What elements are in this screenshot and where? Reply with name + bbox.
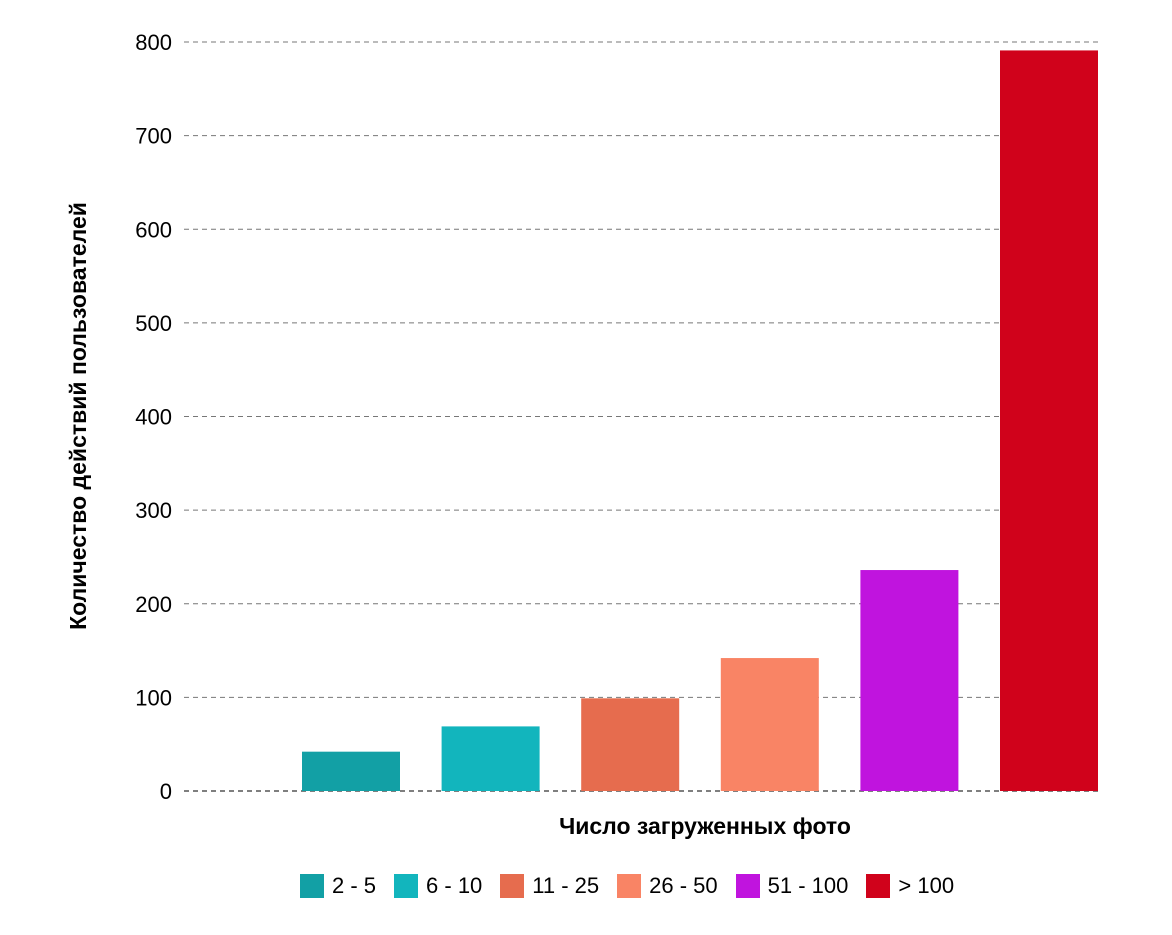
bar-2 <box>441 726 540 791</box>
y-tick-label: 200 <box>135 592 172 617</box>
legend: 2 - 5 6 - 10 11 - 25 26 - 50 51 - 100 > 100 <box>300 873 972 899</box>
legend-label: 6 - 10 <box>426 873 483 898</box>
legend-item: 26 - 50 <box>617 873 718 899</box>
y-tick-label: 800 <box>135 30 172 55</box>
legend-swatch <box>617 874 642 898</box>
grid-lines <box>184 41 1098 792</box>
bars <box>302 50 1098 791</box>
legend-item: 11 - 25 <box>500 873 599 899</box>
bar-1 <box>302 751 400 791</box>
bar-4 <box>720 658 819 791</box>
y-tick-label: 300 <box>135 498 172 523</box>
y-axis-title: Количество действий пользователей <box>65 202 91 630</box>
y-tick-label: 600 <box>135 217 172 242</box>
legend-label: 51 - 100 <box>767 873 849 898</box>
y-tick-label: 400 <box>135 405 172 430</box>
legend-item: 6 - 10 <box>394 873 482 899</box>
y-tick-label: 0 <box>160 779 172 804</box>
legend-label: 11 - 25 <box>532 873 600 898</box>
legend-item: 2 - 5 <box>300 873 376 899</box>
legend-item: > 100 <box>866 873 954 899</box>
legend-swatch <box>300 874 324 898</box>
legend-label: 2 - 5 <box>332 873 377 898</box>
bar-3 <box>581 698 680 791</box>
legend-swatch <box>735 874 760 898</box>
bar-chart: 0 100 200 300 400 500 600 700 800 Число загружен… <box>65 30 1098 839</box>
y-tick-label: 700 <box>135 124 172 149</box>
legend-swatch <box>394 874 419 898</box>
bar-5 <box>860 570 959 791</box>
y-tick-label: 500 <box>135 311 172 336</box>
legend-item: 51 - 100 <box>735 873 849 899</box>
x-axis-title: Число загруженных фото <box>559 813 851 839</box>
legend-swatch <box>500 874 525 898</box>
legend-label: 26 - 50 <box>649 873 718 898</box>
legend-label: > 100 <box>898 873 955 898</box>
bar-6 <box>1000 50 1098 791</box>
y-tick-label: 100 <box>135 685 172 710</box>
legend-swatch <box>866 874 891 898</box>
y-axis-ticks: 0 100 200 300 400 500 600 700 800 <box>135 30 172 804</box>
